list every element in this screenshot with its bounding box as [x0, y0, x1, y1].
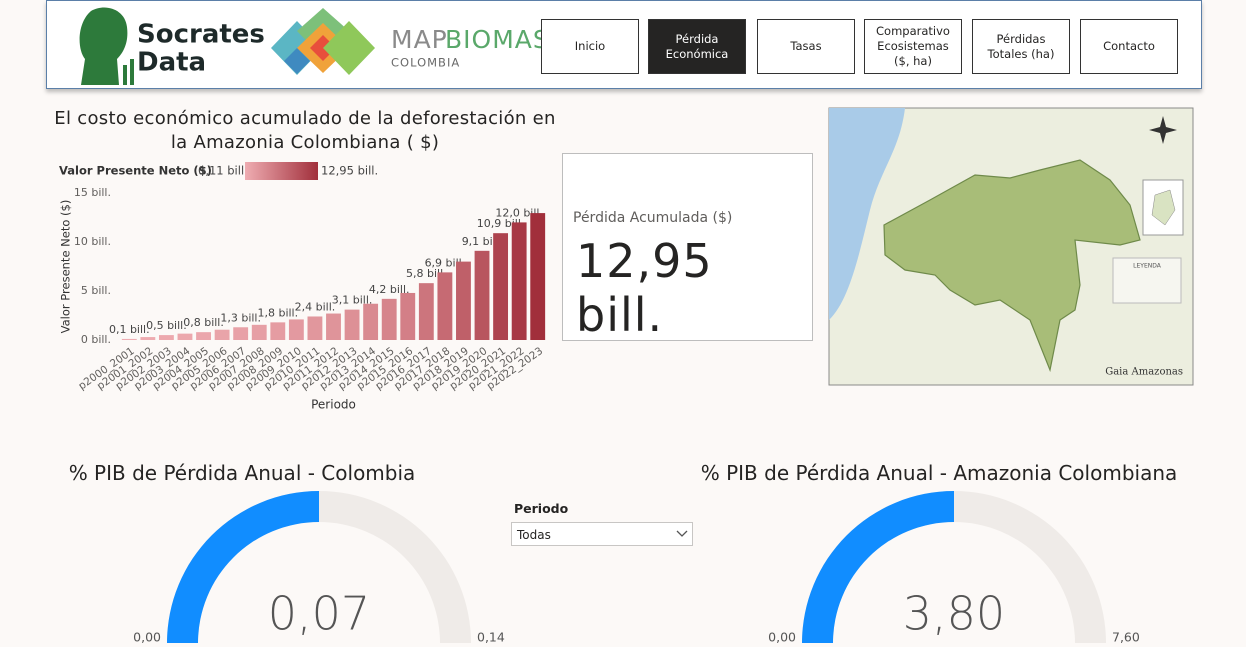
nav-button[interactable]: Inicio — [541, 19, 639, 74]
data-label: 4,2 bill. — [369, 283, 410, 296]
data-label: 5,8 bill. — [406, 267, 447, 280]
bar — [270, 322, 286, 340]
bar — [400, 292, 416, 340]
bar — [214, 329, 230, 340]
bar — [196, 332, 211, 340]
y-tick-label: 10 bill. — [74, 235, 111, 248]
bar — [326, 313, 341, 340]
data-label: 2,4 bill. — [295, 300, 336, 313]
nav-button[interactable]: Pérdida Económica — [648, 19, 746, 74]
bar — [251, 324, 267, 340]
y-tick-label: 15 bill. — [74, 186, 111, 199]
bar — [363, 303, 379, 340]
logos: Socrates Data MAP BIOMAS COLOMBIA — [79, 7, 550, 85]
bar — [140, 337, 156, 340]
gauge-title: % PIB de Pérdida Anual - Colombia — [68, 461, 416, 485]
data-label: 1,3 bill. — [220, 311, 261, 324]
bar — [158, 335, 174, 340]
legend-max: 12,95 bill. — [321, 164, 378, 178]
bar — [493, 233, 509, 340]
card-value: 12,95 bill. — [576, 234, 713, 342]
nav-button[interactable]: Pérdidas Totales (ha) — [972, 19, 1070, 74]
bar — [233, 327, 249, 340]
data-label: 9,1 bill. — [462, 235, 503, 248]
header: Socrates Data MAP BIOMAS COLOMBIA Inicio… — [46, 0, 1202, 89]
amazon-region — [883, 159, 1141, 373]
data-label: 6,9 bill. — [425, 256, 466, 269]
gauge-min-label: 0,00 — [133, 630, 161, 645]
bar — [530, 213, 546, 340]
legend-min: 0,11 bill. — [198, 164, 248, 178]
x-axis-title: Periodo — [311, 398, 356, 412]
gauge-value — [802, 491, 954, 643]
map-legend-title: LEYENDA — [1133, 263, 1162, 270]
slicer-dropdown[interactable]: Todas — [511, 522, 693, 546]
map: LEYENDA Gaia Amazonas — [828, 107, 1194, 386]
bar — [381, 298, 397, 340]
chart-title: El costo económico acumulado de la defor… — [54, 108, 556, 153]
map-legend-box — [1112, 257, 1182, 304]
mapbiomas-country: COLOMBIA — [391, 56, 460, 70]
card-label: Pérdida Acumulada ($) — [573, 210, 733, 226]
mapbiomas-mosaic — [271, 8, 375, 75]
bar — [511, 222, 527, 340]
bar — [437, 272, 453, 340]
bar — [177, 333, 193, 340]
map-ocean — [829, 108, 905, 320]
y-tick-label: 5 bill. — [81, 284, 111, 297]
legend-bar — [245, 162, 318, 180]
bar — [418, 283, 434, 340]
nav-button[interactable]: Tasas — [757, 19, 855, 74]
mapbiomas-map: MAP — [391, 25, 448, 54]
data-label: 0,1 bill. — [109, 323, 150, 336]
bar — [474, 250, 490, 340]
data-label: 0,5 bill. — [146, 319, 187, 332]
inset-shape — [1151, 189, 1176, 226]
kpi-card: Pérdida Acumulada ($) 12,95 bill. — [562, 153, 813, 342]
chevron — [676, 530, 688, 537]
data-label: 1,8 bill. — [257, 306, 298, 319]
logo-text: Socrates — [137, 20, 265, 50]
bar — [288, 319, 304, 340]
gauge-value-label: 0,07 — [268, 587, 370, 641]
gauge-title: % PIB de Pérdida Anual - Amazonia Colomb… — [700, 461, 1178, 485]
bar — [121, 338, 137, 340]
data-label: 3,1 bill. — [332, 294, 373, 307]
nav-button[interactable]: Comparativo Ecosistemas ($, ha) — [864, 19, 962, 74]
gauge-value — [167, 491, 319, 643]
compass — [1149, 116, 1177, 144]
bar — [307, 316, 323, 340]
slicer-value: Todas — [517, 528, 551, 542]
slicer-label: Periodo — [514, 501, 569, 516]
data-label: 0,8 bill. — [183, 316, 224, 329]
bar — [456, 261, 471, 340]
nav-button[interactable]: Contacto — [1080, 19, 1178, 74]
gauge-max-label: 7,60 — [1112, 630, 1140, 645]
map-credit: Gaia Amazonas — [1105, 367, 1183, 378]
y-axis-title: Valor Presente Neto ($) — [59, 200, 73, 334]
gauge-value-label: 3,80 — [903, 587, 1005, 641]
gauge-min-label: 0,00 — [768, 630, 796, 645]
socrates-icon — [79, 7, 134, 85]
logo-text: Data — [137, 48, 206, 78]
mapbiomas-biomas: BIOMAS — [445, 25, 550, 54]
bar — [344, 309, 360, 340]
y-tick-label: 0 bill. — [81, 333, 111, 346]
gauge-max-label: 0,14 — [477, 630, 505, 645]
legend-title: Valor Presente Neto ($) — [59, 164, 212, 178]
